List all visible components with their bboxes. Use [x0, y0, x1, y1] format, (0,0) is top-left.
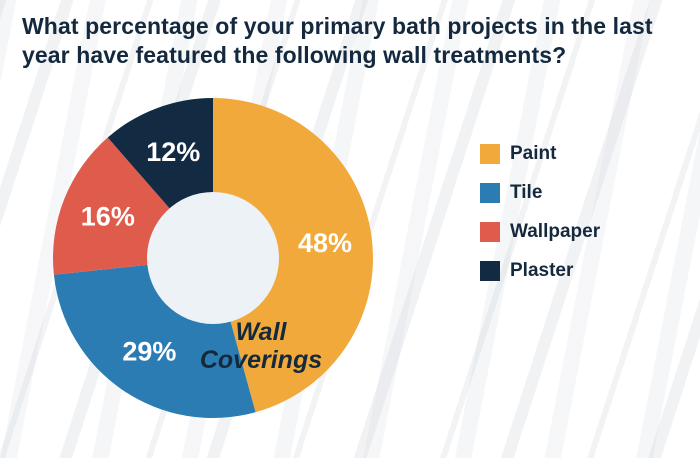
chart-title: What percentage of your primary bath pro… — [22, 13, 653, 69]
pie-label-wallpaper: 16% — [81, 202, 135, 232]
legend-swatch-tile — [480, 183, 500, 203]
legend: Paint Tile Wallpaper Plaster — [480, 143, 600, 299]
legend-swatch-wallpaper — [480, 222, 500, 242]
legend-swatch-plaster — [480, 261, 500, 281]
legend-item-wallpaper: Wallpaper — [480, 221, 600, 243]
pie-label-plaster: 12% — [146, 137, 200, 167]
pie-donut-hole — [147, 192, 279, 324]
pie-slice-paint — [213, 98, 373, 413]
legend-label-tile: Tile — [510, 182, 543, 203]
legend-item-paint: Paint — [480, 143, 600, 165]
legend-item-tile: Tile — [480, 182, 600, 204]
legend-label-wallpaper: Wallpaper — [510, 221, 601, 242]
pie-chart: 48% 29% 16% 12% Wall Coverings — [48, 93, 378, 423]
legend-label-paint: Paint — [510, 143, 557, 164]
legend-item-plaster: Plaster — [480, 260, 600, 282]
legend-label-plaster: Plaster — [510, 260, 574, 281]
pie-label-paint: 48% — [298, 228, 352, 258]
pie-label-tile: 29% — [122, 336, 176, 366]
pie-chart-svg: 48% 29% 16% 12% — [53, 98, 373, 418]
legend-swatch-paint — [480, 144, 500, 164]
